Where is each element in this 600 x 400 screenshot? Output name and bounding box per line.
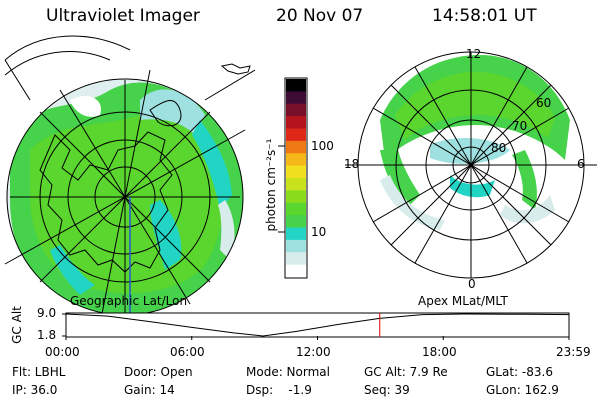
alt-axis-top: 9.0 <box>37 306 57 320</box>
mlat-label-60: 60 <box>536 96 552 110</box>
footer-flt: Flt: LBHL <box>12 365 66 379</box>
mlt-label-bottom: 0 <box>468 277 476 291</box>
time-tick-0: 00:00 <box>45 345 80 359</box>
mlt-label-top: 12 <box>466 47 482 61</box>
colorbar-segment <box>286 215 306 229</box>
time-tick-3: 18:00 <box>422 345 457 359</box>
altitude-strip <box>62 312 570 340</box>
mlat-label-70: 70 <box>512 119 528 133</box>
mlat-label-80: 80 <box>491 141 507 155</box>
mlt-label-left: 18 <box>344 157 360 171</box>
footer-glon: GLon: 162.9 <box>486 383 559 397</box>
colorbar-segment <box>286 103 306 117</box>
colorbar-segment <box>286 239 306 253</box>
colorbar-segment <box>286 128 306 142</box>
time-tick-2: 12:00 <box>296 345 331 359</box>
colorbar-segment <box>286 140 306 154</box>
colorbar-segment <box>286 227 306 241</box>
footer-seq: Seq: 39 <box>364 383 410 397</box>
footer-mode: Mode: Normal <box>246 365 330 379</box>
instrument-title: Ultraviolet Imager <box>46 6 200 26</box>
colorbar-segment <box>286 178 306 191</box>
time-label: 14:58:01 UT <box>432 6 537 26</box>
altitude-profile-line <box>65 313 570 337</box>
magnetic-map <box>345 51 597 279</box>
footer-door: Door: Open <box>124 365 193 379</box>
colorbar-segment <box>286 116 306 130</box>
alt-axis-bottom: 1.8 <box>37 328 57 342</box>
color-scale-bar <box>278 77 308 279</box>
footer-gc-alt: GC Alt: 7.9 Re <box>364 365 448 379</box>
colorbar-segment <box>286 252 306 266</box>
gc-alt-axis-label: GC Alt <box>9 306 24 344</box>
footer-gain: Gain: 14 <box>124 383 175 397</box>
colorbar-unit-label: photon cm⁻²s⁻¹ <box>264 138 278 232</box>
colorbar-tick-10: 10 <box>311 225 327 239</box>
footer-glat: GLat: -83.6 <box>486 365 553 379</box>
colorbar-segment <box>286 190 306 204</box>
colorbar-segment <box>286 264 306 278</box>
footer-dsp: Dsp: -1.9 <box>246 383 312 397</box>
colorbar-tick-100: 100 <box>311 139 334 153</box>
time-tick-1: 06:00 <box>170 345 205 359</box>
colorbar-segment <box>286 79 306 92</box>
colorbar-segment <box>286 91 306 105</box>
colorbar-segment <box>286 165 306 179</box>
date-label: 20 Nov 07 <box>276 6 364 26</box>
left-panel-caption: Geographic Lat/Lon <box>70 294 188 308</box>
time-tick-4: 23:59 <box>556 345 591 359</box>
mlt-label-right: 6 <box>577 157 585 171</box>
colorbar-segment <box>286 153 306 167</box>
footer-ip: IP: 36.0 <box>12 383 58 397</box>
right-panel-caption: Apex MLat/MLT <box>418 294 508 308</box>
colorbar-segment <box>286 202 306 216</box>
geographic-map <box>4 35 256 325</box>
